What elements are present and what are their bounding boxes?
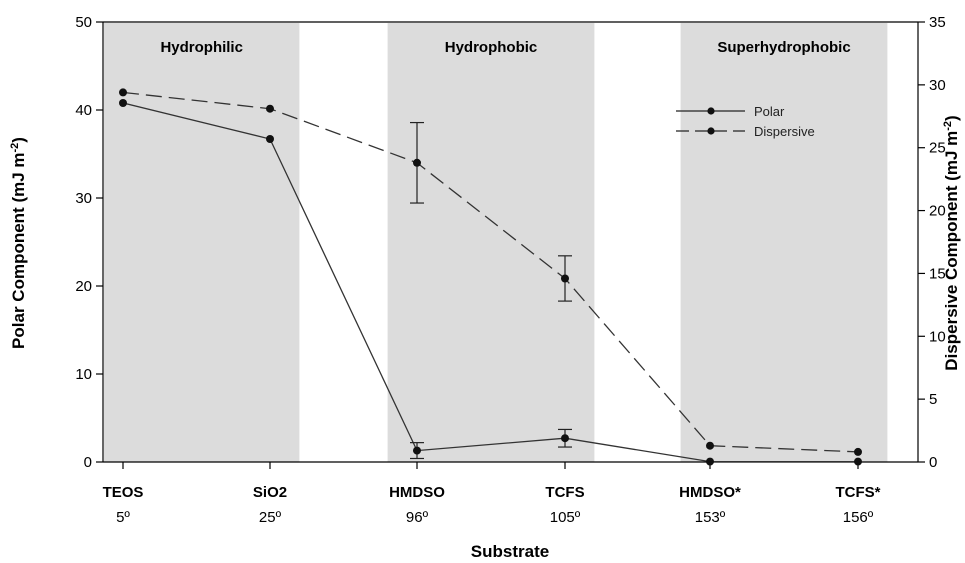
point-polar-4 xyxy=(706,457,714,466)
region-band-1 xyxy=(387,23,595,462)
x-tick-sublabel-1: 25º xyxy=(259,509,282,526)
region-band-2 xyxy=(680,23,888,462)
x-tick-label-3: TCFS xyxy=(545,484,584,501)
x-tick-label-0: TEOS xyxy=(103,484,144,501)
point-dispersive-1 xyxy=(266,104,274,113)
point-dispersive-3 xyxy=(561,274,569,283)
legend-polar-marker xyxy=(707,107,715,115)
x-axis-title: Substrate xyxy=(471,542,549,561)
legend-dispersive-marker xyxy=(707,127,715,135)
y-left-tick-label-20: 20 xyxy=(75,278,92,295)
point-dispersive-4 xyxy=(706,441,714,450)
legend-polar-label: Polar xyxy=(754,104,785,119)
x-tick-sublabel-4: 153º xyxy=(695,509,726,526)
series-line-dispersive xyxy=(122,91,859,453)
point-polar-3 xyxy=(561,434,569,443)
legend: Polar Dispersive xyxy=(676,104,815,139)
region-label-hydrophilic: Hydrophilic xyxy=(160,39,243,56)
x-tick-label-4: HMDSO* xyxy=(679,484,741,501)
point-polar-0 xyxy=(119,99,127,107)
y-left-tick-label-10: 10 xyxy=(75,366,92,383)
legend-dispersive-label: Dispersive xyxy=(754,124,815,139)
y-left-tick-label-40: 40 xyxy=(75,102,92,119)
x-tick-label-5: TCFS* xyxy=(836,484,881,501)
point-dispersive-2 xyxy=(413,158,421,167)
region-band-0 xyxy=(104,23,300,462)
x-tick-sublabel-0: 5º xyxy=(116,509,130,526)
region-label-superhydrophobic: Superhydrophobic xyxy=(717,39,850,56)
point-dispersive-5 xyxy=(854,447,862,456)
y-right-tick-label-15: 15 xyxy=(929,265,946,282)
shaded-regions xyxy=(104,23,888,462)
region-label-hydrophobic: Hydrophobic xyxy=(445,39,538,56)
point-polar-2 xyxy=(413,446,421,455)
point-dispersive-0 xyxy=(119,88,127,97)
y-right-tick-label-20: 20 xyxy=(929,203,946,220)
y-left-tick-label-50: 50 xyxy=(75,14,92,31)
series-line-polar xyxy=(122,102,858,463)
y-left-tick-label-30: 30 xyxy=(75,190,92,207)
x-tick-sublabel-5: 156º xyxy=(843,509,874,526)
y-axis-left-title: Polar Component (mJ m-2) xyxy=(9,137,28,349)
point-polar-1 xyxy=(266,135,274,143)
x-tick-sublabel-2: 96º xyxy=(406,509,429,526)
y-left-tick-label-0: 0 xyxy=(84,454,92,471)
y-right-tick-label-10: 10 xyxy=(929,328,946,345)
y-axis-right-title: Dispersive Component (mJ m-2) xyxy=(942,115,961,370)
point-polar-5 xyxy=(854,457,862,466)
x-tick-label-1: SiO2 xyxy=(253,484,287,501)
y-right-tick-label-35: 35 xyxy=(929,14,946,31)
y-right-tick-label-30: 30 xyxy=(929,77,946,94)
x-tick-sublabel-3: 105º xyxy=(550,509,581,526)
y-right-tick-label-5: 5 xyxy=(929,391,937,408)
series-layer xyxy=(119,88,862,466)
axes: 0 10 20 30 40 50 0 5 10 15 20 25 30 35 TEOS 5º SiO2 25º HM… xyxy=(75,14,945,526)
region-labels: Hydrophilic Hydrophobic Superhydrophobic xyxy=(160,39,850,56)
y-right-tick-label-0: 0 xyxy=(929,454,937,471)
y-right-tick-label-25: 25 xyxy=(929,140,946,157)
x-tick-label-2: HMDSO xyxy=(389,484,445,501)
